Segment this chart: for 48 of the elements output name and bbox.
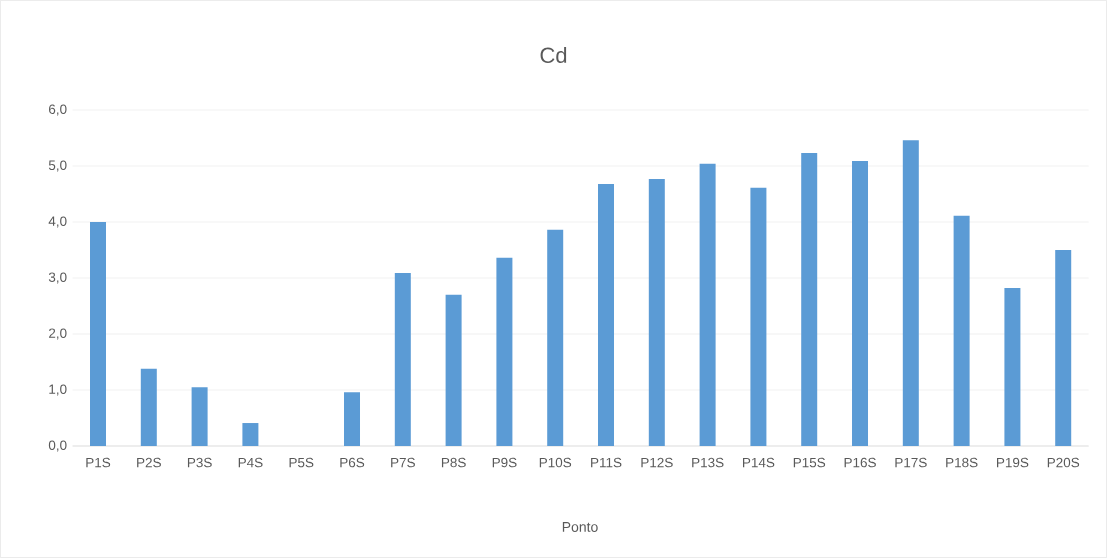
bar bbox=[394, 272, 411, 446]
x-axis-title: Ponto bbox=[562, 522, 598, 532]
x-tick-label: P12S bbox=[641, 457, 673, 468]
bar bbox=[801, 153, 818, 446]
y-tick-label: 5,0 bbox=[48, 160, 67, 172]
x-tick-label: P15S bbox=[793, 457, 826, 468]
bar bbox=[1004, 288, 1021, 446]
x-tick-label: P6S bbox=[340, 457, 365, 468]
x-tick-label: P3S bbox=[187, 457, 212, 468]
x-tick-label: P10S bbox=[539, 457, 572, 468]
bar bbox=[496, 257, 513, 446]
x-tick-label: P18S bbox=[946, 457, 978, 468]
y-tick-label: 6,0 bbox=[49, 104, 67, 116]
bar bbox=[902, 140, 919, 446]
bar bbox=[445, 294, 462, 446]
bar bbox=[598, 183, 614, 446]
chart-title: Cd bbox=[540, 46, 567, 64]
y-tick-label: 1,0 bbox=[49, 384, 67, 396]
bar bbox=[852, 160, 869, 446]
x-tick-label: P5S bbox=[289, 457, 314, 468]
x-tick-label: P13S bbox=[692, 457, 724, 468]
bar bbox=[547, 229, 564, 446]
x-tick-label: P14S bbox=[743, 457, 775, 468]
y-tick-label: 4,0 bbox=[48, 216, 67, 228]
bar bbox=[750, 187, 767, 446]
bar bbox=[1055, 250, 1072, 446]
x-tick-label: P2S bbox=[137, 457, 161, 468]
bar bbox=[90, 222, 106, 446]
bar bbox=[242, 423, 259, 446]
x-tick-label: P9S bbox=[492, 457, 517, 468]
x-tick-label: P16S bbox=[844, 457, 876, 468]
bar bbox=[191, 387, 208, 446]
x-tick-label: P17S bbox=[895, 457, 927, 468]
bar bbox=[140, 368, 157, 446]
x-tick-label: P8S bbox=[441, 457, 466, 468]
x-tick-label: P19S bbox=[997, 457, 1029, 468]
bar bbox=[699, 163, 716, 446]
x-tick-label: P20S bbox=[1047, 457, 1080, 468]
y-tick-label: 2,0 bbox=[48, 328, 67, 340]
bar bbox=[344, 392, 360, 446]
y-tick-label: 0,0 bbox=[48, 440, 67, 452]
bar bbox=[953, 215, 970, 446]
x-tick-label: P11S bbox=[591, 457, 622, 468]
y-tick-label: 3,0 bbox=[48, 272, 67, 284]
x-tick-label: P4S bbox=[238, 457, 263, 468]
x-tick-label: P1S bbox=[86, 457, 111, 468]
x-tick-label: P7S bbox=[391, 457, 415, 468]
bar bbox=[648, 178, 665, 446]
